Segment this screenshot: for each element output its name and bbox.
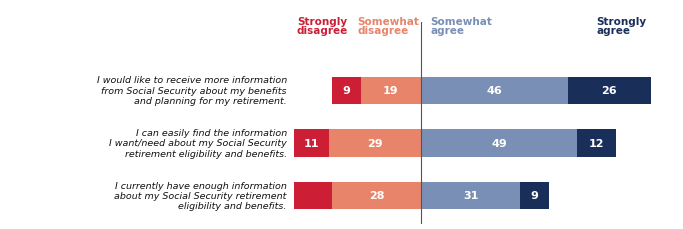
Bar bbox=[329, 130, 421, 157]
Text: agree: agree bbox=[431, 26, 464, 36]
Text: 46: 46 bbox=[486, 86, 503, 96]
Bar bbox=[361, 77, 421, 105]
Text: 29: 29 bbox=[367, 138, 382, 148]
Bar bbox=[421, 182, 520, 209]
Text: 9: 9 bbox=[342, 86, 350, 96]
Text: 19: 19 bbox=[383, 86, 399, 96]
Text: Strongly: Strongly bbox=[297, 17, 347, 27]
Bar bbox=[577, 130, 615, 157]
Text: disagree: disagree bbox=[357, 26, 408, 36]
Text: I would like to receive more information
from Social Security about my benefits
: I would like to receive more information… bbox=[96, 76, 287, 106]
Bar bbox=[520, 182, 548, 209]
Text: Somewhat: Somewhat bbox=[431, 17, 492, 27]
Bar bbox=[233, 182, 332, 209]
Text: disagree: disagree bbox=[297, 26, 348, 36]
Text: agree: agree bbox=[596, 26, 630, 36]
Bar bbox=[568, 77, 651, 105]
Text: Somewhat: Somewhat bbox=[357, 17, 419, 27]
Text: Strongly: Strongly bbox=[596, 17, 647, 27]
Text: 12: 12 bbox=[589, 138, 604, 148]
Text: I currently have enough information
about my Social Security retirement
eligibil: I currently have enough information abou… bbox=[115, 181, 287, 210]
Bar bbox=[421, 77, 568, 105]
Bar bbox=[421, 130, 577, 157]
Bar bbox=[332, 182, 421, 209]
Text: I can easily find the information
I want/need about my Social Security
retiremen: I can easily find the information I want… bbox=[109, 128, 287, 158]
Bar bbox=[294, 130, 329, 157]
Text: 31: 31 bbox=[463, 191, 478, 201]
Text: 31: 31 bbox=[275, 191, 290, 201]
Text: 11: 11 bbox=[303, 138, 319, 148]
Text: 28: 28 bbox=[369, 191, 385, 201]
Text: 49: 49 bbox=[491, 138, 507, 148]
Text: 26: 26 bbox=[602, 86, 617, 96]
Bar bbox=[332, 77, 361, 105]
Text: 9: 9 bbox=[531, 191, 538, 201]
